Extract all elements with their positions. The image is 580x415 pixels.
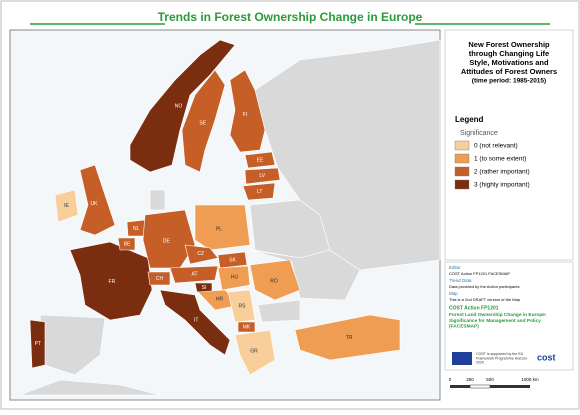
legend-subtitle: Significance [460, 130, 498, 137]
scale-segment [469, 384, 491, 389]
country-label: LV [259, 173, 265, 179]
other-land [149, 189, 166, 211]
country-label: FI [243, 112, 247, 118]
info-text: This is a 2nd DRAFT version of the Map [449, 297, 521, 302]
country [249, 259, 301, 301]
country [184, 244, 219, 265]
country [29, 319, 46, 369]
country-label: PT [35, 341, 41, 347]
side-panel: cost New Forest Ownership through Changin… [444, 29, 574, 371]
legend-label: 3 (highly important) [474, 182, 530, 189]
country [79, 164, 116, 236]
country [229, 69, 266, 153]
legend-label: 0 (not relevant) [474, 143, 518, 150]
legend-title: Legend [455, 115, 484, 124]
scale-segment [490, 385, 530, 388]
map-title: Trends in Forest Ownership Change in Eur… [158, 10, 423, 24]
country-label: CH [156, 276, 164, 282]
info-heading: Map [449, 291, 458, 296]
legend-label: 1 (to some extent) [474, 156, 526, 163]
country-label: IT [194, 317, 198, 323]
country [294, 314, 401, 361]
country-label: HR [216, 297, 224, 303]
country-label: BE [124, 241, 131, 247]
country-label: FR [109, 279, 116, 285]
country-label: RS [239, 303, 247, 309]
country-label: GR [250, 348, 258, 354]
panel-period: (time period: 1985-2015) [472, 78, 546, 85]
country-label: HU [231, 275, 239, 281]
country [194, 204, 251, 251]
info-heading: Trend Data [449, 278, 472, 283]
country-label: MK [243, 324, 251, 330]
country-label: PL [216, 226, 222, 232]
funding-note: COST is supported by the EU Framework Pro… [476, 352, 527, 365]
legend-swatch [454, 140, 470, 151]
scale-label: 250 [466, 377, 474, 382]
country [54, 189, 79, 223]
country-label: AT [191, 272, 197, 278]
country-label: SK [229, 257, 236, 263]
scale-label: 500 [486, 377, 494, 382]
action-project: Forest Land Ownership Change in Europe: S… [449, 312, 547, 330]
cost-logo: cost [537, 352, 556, 362]
legend-swatch [454, 179, 470, 190]
country [159, 289, 231, 356]
country-label: CZ [197, 251, 204, 257]
country-label: IE [64, 203, 69, 209]
country-label: EE [257, 157, 264, 163]
country-label: SE [199, 121, 206, 127]
country [244, 151, 276, 169]
scale-segment [450, 385, 470, 388]
country [147, 271, 171, 286]
legend-label: 2 (rather important) [474, 169, 530, 176]
country [244, 167, 281, 185]
info-text: Data provided by the Action participants [449, 284, 520, 289]
scale-label: 1000 km [521, 377, 539, 382]
eu-logo [452, 352, 472, 365]
country-label: LT [257, 189, 262, 195]
country [181, 69, 226, 173]
country [217, 251, 248, 269]
panel-heading: New Forest Ownership through Changing Lif… [461, 40, 557, 76]
info-text: COST Action FP1201 FACESMAP [449, 271, 510, 276]
countries: NO SE FI EE LV LT IE UK FR BE NL DE PL CZ SK AT CH HU SI HR… [29, 39, 401, 376]
country [117, 237, 136, 251]
other-land [257, 299, 301, 323]
scale-bar [450, 384, 530, 389]
country-label: UK [91, 201, 99, 207]
country-label: SI [202, 285, 207, 291]
country [129, 39, 236, 173]
action-name: COST Action FP1201 [449, 305, 499, 311]
country [217, 265, 251, 291]
land [19, 39, 441, 396]
country [234, 329, 276, 376]
country-label: RO [270, 278, 278, 284]
other-land [254, 39, 441, 271]
other-land [249, 249, 361, 301]
country [242, 182, 276, 201]
country-label: NO [175, 103, 183, 109]
country-label: DE [163, 238, 171, 244]
country-label: TR [346, 335, 353, 341]
scale-label: 0 [449, 377, 452, 382]
country [169, 265, 219, 284]
legend-swatch [454, 153, 470, 164]
other-land [19, 379, 161, 396]
country [227, 289, 256, 323]
info-heading: Editor [449, 265, 461, 270]
country-label: NL [133, 226, 140, 232]
legend-swatch [454, 166, 470, 177]
